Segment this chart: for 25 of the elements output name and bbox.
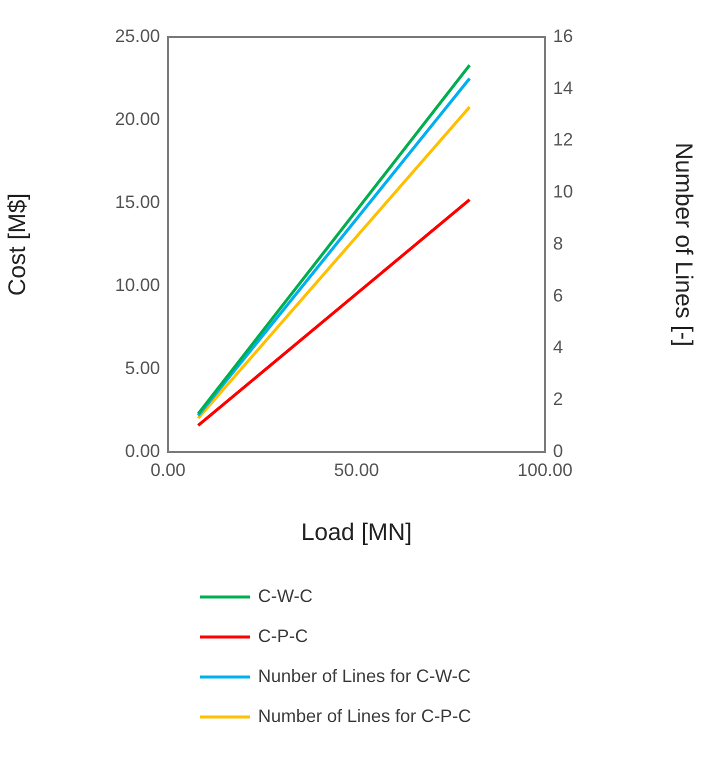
y-tick-label: 0.00 xyxy=(124,440,160,461)
x-axis-title: Load [MN] xyxy=(301,519,412,546)
y-tick-label: 10.00 xyxy=(114,274,160,295)
y2-tick-label: 2 xyxy=(553,389,564,410)
legend-label: Nunber of Lines for C-W-C xyxy=(258,666,471,686)
y-tick-label: 5.00 xyxy=(124,358,160,378)
y-tick-label: 15.00 xyxy=(114,192,160,212)
y-tick-label: 20.00 xyxy=(114,108,160,129)
legend-label: C-P-C xyxy=(258,626,308,646)
x-tick-label: 100.00 xyxy=(517,460,573,480)
y2-tick-label: 4 xyxy=(553,337,564,358)
y-tick-label: 25.00 xyxy=(114,26,160,46)
y2-tick-label: 10 xyxy=(553,182,574,202)
x-tick-label: 50.00 xyxy=(334,460,380,480)
y2-tick-label: 14 xyxy=(553,78,574,98)
y-axis-title: Cost [M$] xyxy=(4,193,32,296)
legend-label: C-W-C xyxy=(258,586,313,606)
y2-tick-label: 16 xyxy=(553,26,574,46)
y2-tick-label: 8 xyxy=(553,233,564,254)
y2-tick-label: 6 xyxy=(553,285,564,306)
y2-tick-label: 0 xyxy=(553,440,564,461)
legend-label: Number of Lines for C-P-C xyxy=(258,706,472,726)
y2-axis-title: Number of Lines [-] xyxy=(670,142,697,347)
y2-tick-label: 12 xyxy=(553,130,574,150)
x-tick-label: 0.00 xyxy=(150,460,186,480)
